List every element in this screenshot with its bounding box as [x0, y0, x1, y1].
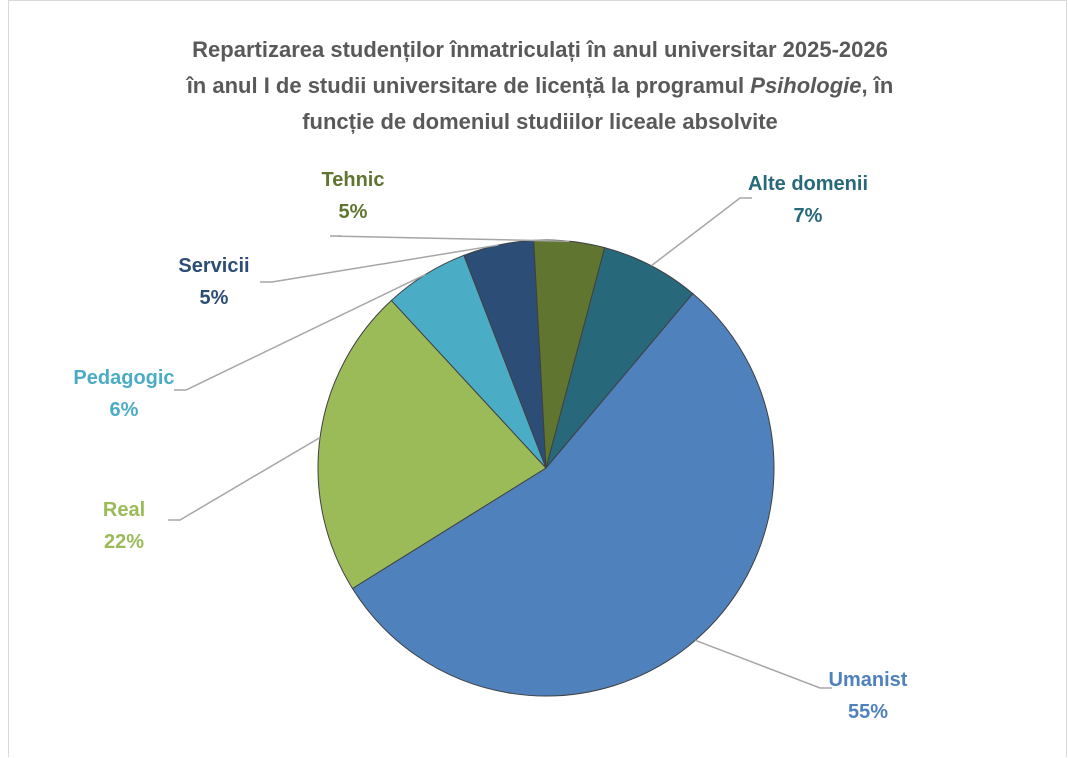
data-value-real: 22% — [104, 531, 144, 553]
chart-frame — [8, 0, 1067, 757]
data-label-servicii: Servicii — [178, 255, 249, 277]
leader-line-umanist — [695, 639, 832, 689]
chart-title: Repartizarea studenților înmatriculați î… — [60, 32, 1020, 140]
data-value-tehnic: 5% — [339, 201, 368, 223]
chart-title-line-3: funcție de domeniul studiilor liceale ab… — [302, 109, 778, 134]
data-value-servicii: 5% — [200, 287, 229, 309]
leader-line-pedagogic — [174, 273, 426, 391]
leader-line-alte-domenii — [650, 197, 752, 267]
data-label-tehnic: Tehnic — [322, 169, 385, 191]
chart-title-line-1: Repartizarea studenților înmatriculați î… — [192, 37, 888, 62]
chart-title-line-2-text: în anul I de studii universitare de lice… — [186, 73, 751, 98]
pie-slice-real — [317, 299, 547, 590]
leader-line-tehnic — [329, 235, 570, 242]
pie-slice-umanist — [351, 292, 775, 697]
chart-title-line-2-end: , în — [861, 73, 894, 98]
pie-slices — [317, 239, 775, 697]
data-label-pedagogic: Pedagogic — [73, 367, 174, 389]
data-label-umanist: Umanist — [829, 669, 908, 691]
leader-lines — [168, 197, 832, 689]
chart-title-line-2: în anul I de studii universitare de lice… — [60, 68, 1020, 104]
data-value-alte-domenii: 7% — [794, 205, 823, 227]
data-value-pedagogic: 6% — [110, 399, 139, 421]
data-labels: Alte domenii 7% Umanist 55% Real 22% Pedagogic… — [73, 169, 907, 723]
data-label-alte-domenii: Alte domenii — [748, 173, 868, 195]
chart-title-program: Psihologie — [750, 73, 862, 98]
data-value-umanist: 55% — [848, 701, 888, 723]
leader-line-servicii — [260, 244, 499, 283]
leader-line-real — [168, 436, 321, 521]
data-label-real: Real — [103, 499, 145, 521]
